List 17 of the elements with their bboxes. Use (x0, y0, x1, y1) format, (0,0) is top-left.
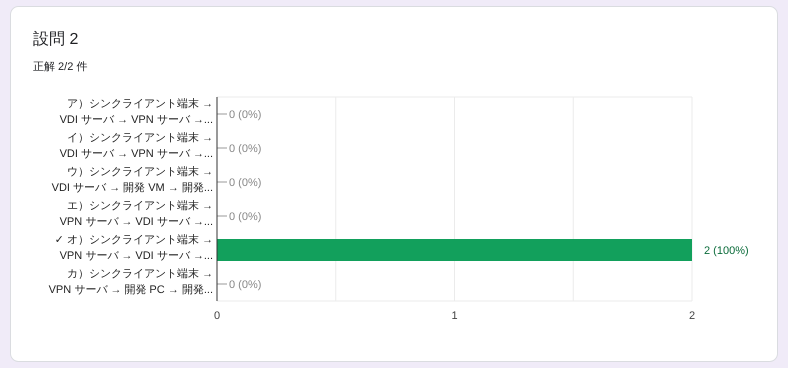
data-label: 0 (0%) (229, 177, 262, 189)
y-tick-label: ア）シンクライアント端末 → VDI サーバ → VPN サーバ →... (60, 97, 213, 126)
y-tick-label: ✓ オ）シンクライアント端末 → VPN サーバ → VDI サーバ →... (54, 233, 213, 262)
y-tick-label: エ）シンクライアント端末 → VPN サーバ → VDI サーバ →... (60, 199, 213, 228)
y-tick-label: カ）シンクライアント端末 → VPN サーバ → 開発 PC → 開発... (48, 267, 213, 296)
data-label: 0 (0%) (229, 211, 262, 223)
text: 正解 2/2 件 (33, 61, 88, 73)
data-label: 2 (100%) (704, 245, 749, 257)
x-tick-label: 0 (214, 310, 220, 322)
y-tick-label: ウ）シンクライアント端末 → VDI サーバ → 開発 VM → 開発... (52, 165, 213, 194)
data-label: 0 (0%) (229, 143, 262, 155)
y-tick-label: イ）シンクライアント端末 → VDI サーバ → VPN サーバ →... (60, 131, 213, 160)
data-label: 0 (0%) (229, 109, 262, 121)
x-tick-label: 1 (451, 310, 458, 322)
data-label: 0 (0%) (229, 279, 262, 291)
x-tick-label: 2 (688, 310, 696, 322)
text: 設問 2 (33, 30, 78, 48)
